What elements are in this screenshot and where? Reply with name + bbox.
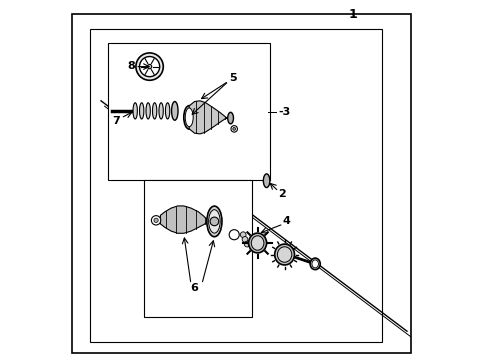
- Text: 5: 5: [229, 73, 237, 84]
- Bar: [108, 43, 270, 180]
- Text: 8: 8: [127, 61, 135, 71]
- Ellipse shape: [248, 233, 267, 253]
- Ellipse shape: [312, 260, 318, 268]
- Ellipse shape: [140, 103, 144, 119]
- Circle shape: [210, 217, 219, 226]
- Ellipse shape: [251, 236, 264, 250]
- Polygon shape: [160, 206, 211, 233]
- Ellipse shape: [146, 103, 150, 119]
- Ellipse shape: [185, 108, 193, 127]
- Ellipse shape: [209, 210, 220, 233]
- Circle shape: [136, 53, 163, 80]
- Circle shape: [140, 57, 160, 77]
- Polygon shape: [189, 101, 231, 134]
- Ellipse shape: [228, 112, 233, 124]
- Bar: [90, 29, 382, 342]
- Ellipse shape: [207, 206, 222, 237]
- Text: 6: 6: [191, 283, 198, 293]
- Circle shape: [147, 64, 152, 69]
- Ellipse shape: [133, 103, 137, 119]
- Ellipse shape: [275, 244, 294, 265]
- Ellipse shape: [263, 174, 270, 188]
- Circle shape: [242, 237, 248, 242]
- Text: 2: 2: [278, 189, 286, 199]
- Ellipse shape: [277, 247, 292, 262]
- Text: 4: 4: [283, 216, 291, 226]
- Text: 7: 7: [113, 116, 121, 126]
- Ellipse shape: [166, 103, 170, 119]
- Bar: [144, 180, 252, 317]
- Text: 1: 1: [348, 8, 357, 21]
- Circle shape: [231, 126, 238, 132]
- Ellipse shape: [152, 103, 157, 119]
- Circle shape: [229, 230, 239, 240]
- Circle shape: [151, 216, 161, 225]
- Ellipse shape: [184, 106, 195, 129]
- Text: -3: -3: [278, 107, 291, 117]
- Circle shape: [240, 232, 246, 238]
- Circle shape: [245, 241, 250, 247]
- Ellipse shape: [310, 258, 320, 270]
- Ellipse shape: [159, 103, 163, 119]
- Circle shape: [154, 218, 158, 222]
- Ellipse shape: [172, 102, 178, 120]
- Circle shape: [233, 127, 236, 130]
